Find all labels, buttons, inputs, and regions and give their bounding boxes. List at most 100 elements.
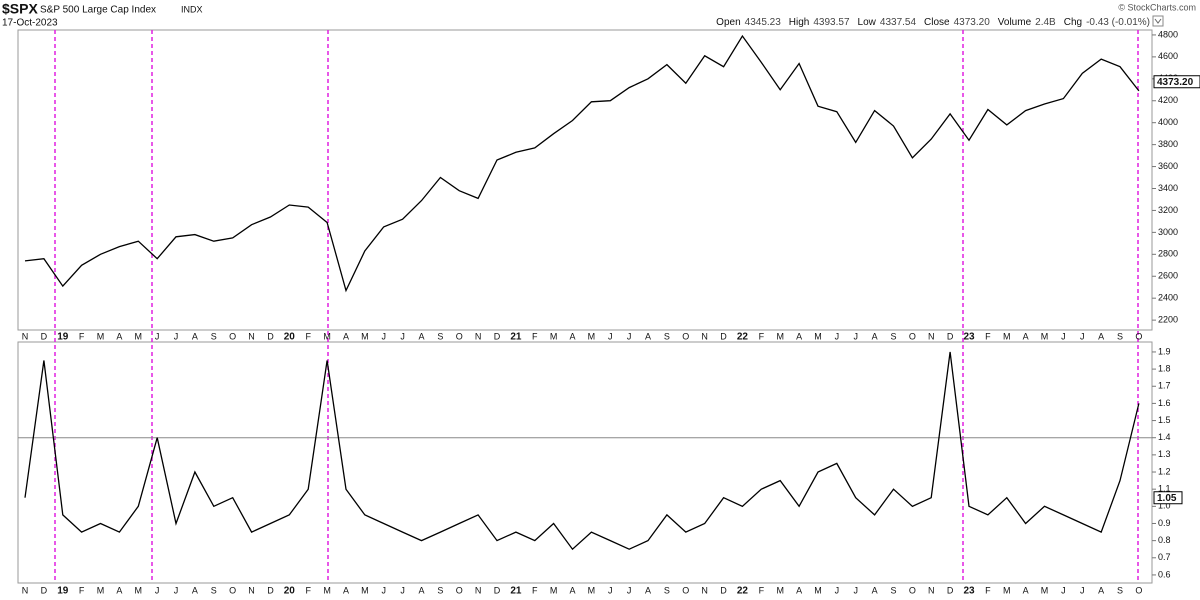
x-tick-label: M — [1003, 331, 1011, 341]
x-tick-label: S — [211, 585, 217, 595]
last-value-label: 4373.20 — [1157, 77, 1194, 88]
x-tick-label: A — [418, 585, 424, 595]
x-tick-label: M — [135, 585, 143, 595]
x-tick-label: F — [985, 331, 991, 341]
x-tick-label: D — [494, 331, 501, 341]
x-tick-label: J — [155, 585, 160, 595]
x-tick-label: 19 — [57, 586, 69, 597]
y-tick-label: 1.3 — [1158, 449, 1171, 459]
x-tick-label: D — [267, 585, 274, 595]
x-tick-label: O — [229, 585, 236, 595]
x-tick-label: D — [41, 585, 48, 595]
x-tick-label: M — [588, 331, 596, 341]
quote-label: Volume — [998, 17, 1032, 28]
x-tick-label: J — [155, 331, 160, 341]
y-tick-label: 1.6 — [1158, 398, 1171, 408]
y-tick-label: 1.1 — [1158, 484, 1171, 494]
x-tick-label: 20 — [284, 332, 296, 343]
x-tick-label: A — [192, 331, 198, 341]
quote: Open 4345.23 High 4393.57 Low 4337.54 Close 437… — [716, 17, 1150, 28]
menu-icon[interactable] — [1152, 15, 1164, 27]
x-tick-label: 21 — [510, 586, 522, 597]
x-tick-label: J — [400, 331, 405, 341]
x-tick-label: A — [645, 331, 651, 341]
x-tick-label: 22 — [737, 332, 749, 343]
x-tick-label: J — [381, 585, 386, 595]
quote-value: 4393.57 — [813, 17, 850, 28]
x-tick-label: A — [1098, 331, 1104, 341]
x-tick-label: 19 — [57, 332, 69, 343]
x-tick-label: M — [550, 585, 558, 595]
x-tick-label: N — [22, 331, 29, 341]
copyright: © StockCharts.com — [1118, 2, 1196, 12]
x-tick-label: M — [323, 331, 331, 341]
y-tick-label: 2400 — [1158, 293, 1178, 303]
y-tick-label: 3800 — [1158, 139, 1178, 149]
x-tick-label: S — [890, 585, 896, 595]
price-panel — [17, 29, 1153, 331]
x-tick-label: S — [1117, 331, 1123, 341]
x-tick-label: A — [116, 585, 122, 595]
quote-label: Close — [924, 17, 950, 28]
x-tick-label: M — [776, 331, 784, 341]
x-tick-label: J — [400, 585, 405, 595]
y-tick-label: 1.9 — [1158, 346, 1171, 356]
x-tick-label: M — [135, 331, 143, 341]
x-tick-label: O — [682, 585, 689, 595]
quote-label: High — [789, 17, 810, 28]
x-tick-label: A — [1023, 585, 1029, 595]
x-tick-label: A — [343, 331, 349, 341]
x-tick-label: A — [116, 331, 122, 341]
x-tick-label: O — [456, 585, 463, 595]
x-tick-label: O — [1135, 331, 1142, 341]
x-tick-label: J — [1080, 585, 1085, 595]
x-tick-label: N — [701, 585, 708, 595]
x-tick-label: D — [267, 331, 274, 341]
x-tick-label: M — [361, 585, 369, 595]
x-tick-label: N — [475, 331, 482, 341]
x-tick-label: M — [1003, 585, 1011, 595]
x-tick-label: F — [532, 331, 538, 341]
x-tick-label: O — [909, 331, 916, 341]
x-tick-label: D — [41, 331, 48, 341]
x-tick-label: A — [872, 585, 878, 595]
x-tick-label: F — [759, 331, 765, 341]
x-tick-label: J — [1061, 585, 1066, 595]
x-tick-label: A — [1098, 585, 1104, 595]
quote-value: 4373.20 — [954, 17, 991, 28]
x-tick-label: M — [361, 331, 369, 341]
x-tick-label: D — [947, 331, 954, 341]
y-tick-label: 0.6 — [1158, 569, 1171, 579]
y-tick-label: 3400 — [1158, 183, 1178, 193]
y-tick-label: 4200 — [1158, 95, 1178, 105]
x-tick-label: D — [947, 585, 954, 595]
y-tick-label: 4600 — [1158, 51, 1178, 61]
date: 17-Oct-2023 — [2, 18, 58, 29]
x-tick-label: A — [872, 331, 878, 341]
ratio-panel — [17, 341, 1153, 584]
x-tick-label: D — [720, 331, 727, 341]
last-value-box — [1153, 491, 1183, 505]
y-tick-label: 0.7 — [1158, 552, 1171, 562]
y-tick-label: 4800 — [1158, 29, 1178, 39]
x-tick-label: S — [890, 331, 896, 341]
x-tick-label: 22 — [737, 586, 749, 597]
x-tick-label: F — [759, 585, 765, 595]
y-tick-label: 2800 — [1158, 249, 1178, 259]
y-tick-label: 3600 — [1158, 161, 1178, 171]
quote-label: Chg — [1064, 17, 1082, 28]
x-tick-label: F — [79, 331, 85, 341]
y-tick-label: 3000 — [1158, 227, 1178, 237]
x-tick-label: N — [928, 585, 935, 595]
x-tick-label: J — [381, 331, 386, 341]
x-tick-label: F — [79, 585, 85, 595]
x-tick-label: J — [608, 331, 613, 341]
x-tick-label: S — [664, 585, 670, 595]
quote-value: 4345.23 — [745, 17, 782, 28]
x-tick-label: A — [1023, 331, 1029, 341]
price-line — [24, 34, 1140, 293]
price-line — [24, 351, 1140, 551]
x-tick-label: J — [627, 331, 632, 341]
x-tick-label: M — [814, 331, 822, 341]
x-tick-label: J — [608, 585, 613, 595]
